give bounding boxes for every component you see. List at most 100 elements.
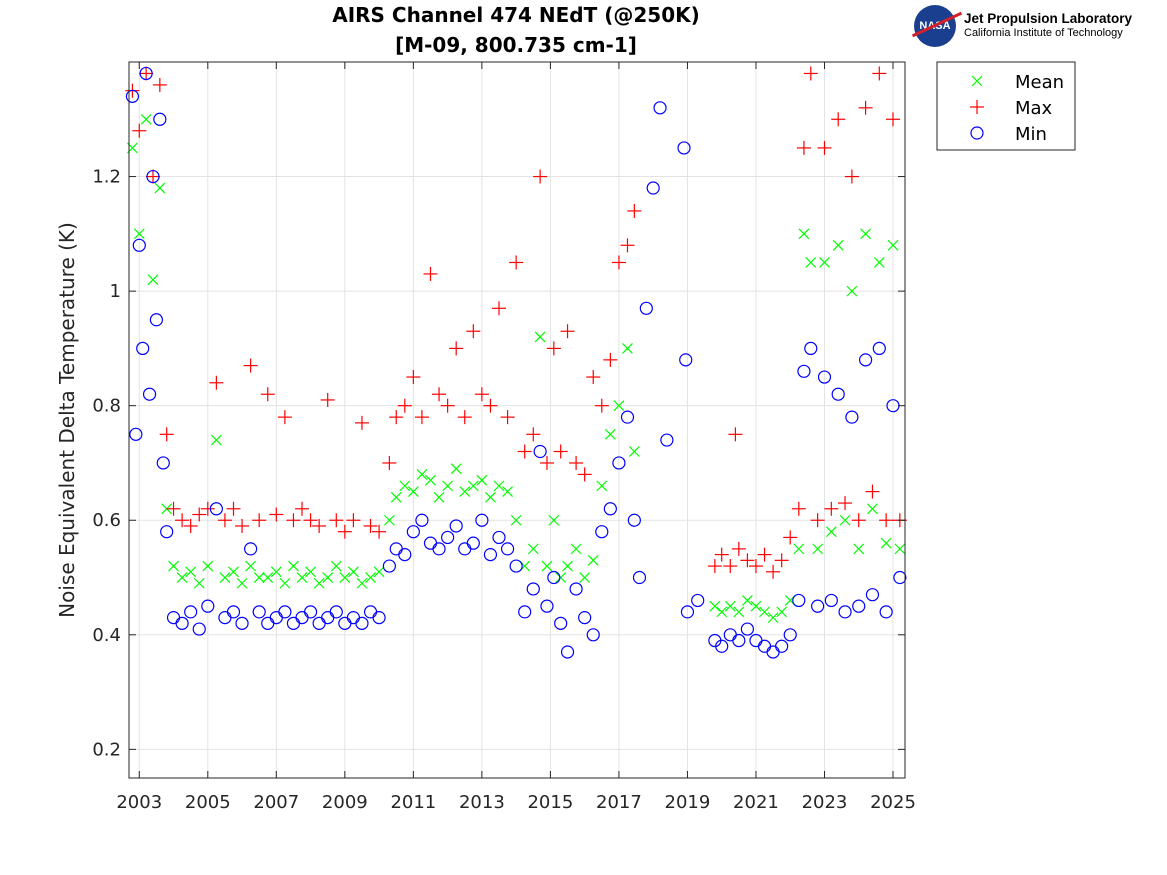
x-stroke: [894, 543, 906, 555]
min-point: [252, 605, 266, 619]
min-point: [715, 639, 729, 653]
x-stroke: [846, 285, 858, 297]
x-stroke: [262, 572, 274, 583]
x-stroke: [541, 560, 553, 572]
mean-point: [433, 491, 445, 503]
x-stroke: [313, 577, 325, 589]
legend-marker-mean: [971, 75, 983, 87]
min-point: [218, 611, 232, 625]
x-stroke: [860, 228, 872, 240]
min-point: [653, 101, 667, 115]
y-tick-label: 1.2: [92, 167, 121, 188]
x-stroke: [798, 228, 810, 240]
max-point: [707, 559, 722, 574]
min-point: [355, 616, 369, 630]
min-point: [363, 605, 378, 619]
min-point: [872, 341, 886, 355]
logo-org: Jet Propulsion Laboratory: [964, 11, 1133, 26]
max-point: [865, 484, 880, 499]
min-point: [458, 542, 472, 556]
mean-point: [805, 257, 817, 268]
mean-point: [313, 577, 325, 589]
mean-point: [450, 463, 462, 475]
max-point: [166, 501, 181, 516]
min-point: [680, 605, 695, 619]
x-stroke: [733, 606, 745, 618]
min-point: [740, 622, 755, 636]
min-point: [142, 387, 157, 401]
mean-point: [219, 572, 231, 583]
mean-point: [839, 514, 851, 526]
min-point: [569, 582, 583, 596]
max-point: [844, 169, 859, 184]
x-stroke: [812, 543, 824, 555]
min-point: [632, 570, 647, 585]
min-point: [792, 593, 806, 608]
x-stroke: [347, 566, 359, 578]
max-point: [509, 255, 524, 270]
max-point: [796, 140, 811, 155]
x-stroke: [236, 577, 248, 589]
mean-point: [322, 572, 334, 583]
mean-point: [202, 560, 214, 572]
mean-point: [562, 560, 573, 572]
min-point: [146, 169, 160, 184]
max-point: [791, 501, 806, 516]
x-stroke: [390, 491, 402, 503]
max-point: [569, 455, 584, 470]
x-stroke: [228, 566, 239, 578]
max-point: [152, 77, 167, 92]
min-point: [586, 628, 600, 642]
min-point: [859, 353, 873, 367]
mean-point: [253, 572, 265, 583]
max-point: [533, 169, 548, 184]
mean-point: [279, 577, 291, 589]
x-tick-label: 2021: [733, 792, 779, 813]
min-point: [372, 611, 386, 625]
max-point: [492, 301, 507, 316]
x-stroke: [613, 400, 625, 412]
max-point: [466, 324, 481, 339]
max-point: [132, 123, 147, 138]
y-tick-label: 0.8: [92, 396, 121, 417]
mean-point: [210, 434, 222, 446]
min-point: [865, 588, 880, 602]
max-point: [872, 66, 887, 81]
x-stroke: [305, 566, 317, 578]
mean-point: [793, 543, 805, 555]
x-stroke: [502, 486, 514, 498]
grid-lines: [129, 62, 905, 778]
y-axis-label: Noise Equivalent Delta Temperature (K): [55, 222, 79, 618]
x-stroke: [805, 257, 817, 268]
y-tick-label: 0.6: [92, 510, 121, 531]
mean-point: [168, 560, 179, 572]
legend-label-mean: Mean: [1015, 72, 1064, 93]
min-point: [295, 611, 309, 625]
x-tick-label: 2015: [527, 792, 573, 813]
mean-point: [133, 228, 145, 240]
mean-point: [493, 480, 505, 492]
max-point: [723, 559, 738, 574]
max-point: [235, 518, 250, 533]
min-point: [509, 559, 523, 573]
x-stroke: [330, 560, 342, 572]
min-point: [838, 605, 852, 619]
max-point: [879, 513, 894, 528]
y-tick-label: 1: [110, 281, 121, 302]
mean-point: [236, 577, 248, 589]
max-point: [474, 387, 489, 402]
max-point: [553, 444, 568, 459]
max-point: [346, 513, 361, 528]
max-point: [252, 513, 267, 528]
max-point: [740, 553, 755, 568]
min-point: [175, 616, 189, 630]
min-point: [766, 645, 780, 659]
legend-marker-max: [970, 100, 984, 114]
plot-area-frame: [128, 61, 906, 779]
min-point: [804, 341, 818, 355]
max-point: [295, 501, 310, 516]
x-stroke: [147, 274, 159, 286]
x-stroke: [288, 560, 299, 572]
x-stroke: [339, 572, 351, 583]
min-point: [627, 513, 641, 527]
